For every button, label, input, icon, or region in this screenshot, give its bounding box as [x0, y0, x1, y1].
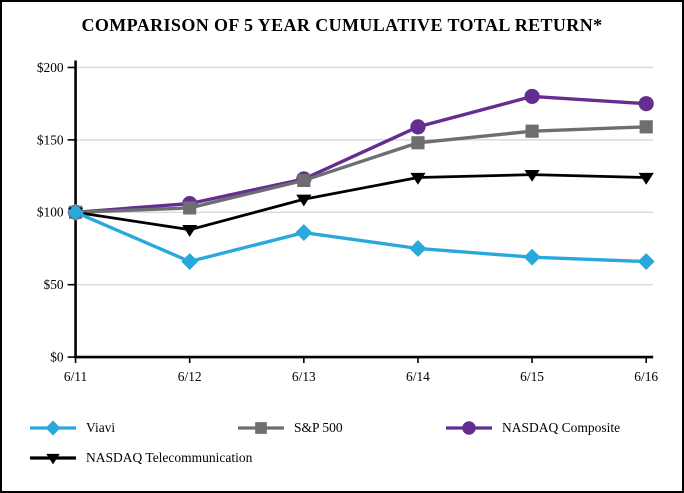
viavi-legend-marker-icon: [30, 420, 76, 436]
svg-text:$0: $0: [50, 350, 64, 365]
legend-item-sp500: S&P 500: [238, 419, 343, 437]
legend-label: Viavi: [86, 420, 116, 435]
svg-text:$100: $100: [37, 205, 64, 220]
svg-text:6/13: 6/13: [292, 369, 316, 384]
svg-text:$150: $150: [37, 132, 64, 147]
sp500-legend-marker-icon: [238, 422, 284, 434]
legend-label: NASDAQ Telecommunication: [86, 450, 253, 465]
legend-item-nasdaq-composite: NASDAQ Composite: [446, 419, 620, 437]
svg-text:$200: $200: [37, 60, 64, 75]
legend-item-viavi: Viavi: [30, 419, 115, 437]
svg-text:6/16: 6/16: [634, 369, 658, 384]
svg-text:6/14: 6/14: [406, 369, 430, 384]
svg-text:$50: $50: [44, 277, 64, 292]
legend-label: S&P 500: [294, 420, 343, 435]
legend-item-nasdaq-telecom: NASDAQ Telecommunication: [30, 449, 252, 467]
nasdaq-composite-legend-marker-icon: [446, 421, 492, 435]
chart-title: COMPARISON OF 5 YEAR CUMULATIVE TOTAL RE…: [81, 15, 603, 35]
svg-text:6/12: 6/12: [178, 369, 202, 384]
nasdaq-telecom-legend-marker-icon: [30, 453, 76, 465]
svg-text:6/15: 6/15: [520, 369, 544, 384]
legend-label: NASDAQ Composite: [502, 420, 621, 435]
svg-text:6/11: 6/11: [64, 369, 87, 384]
